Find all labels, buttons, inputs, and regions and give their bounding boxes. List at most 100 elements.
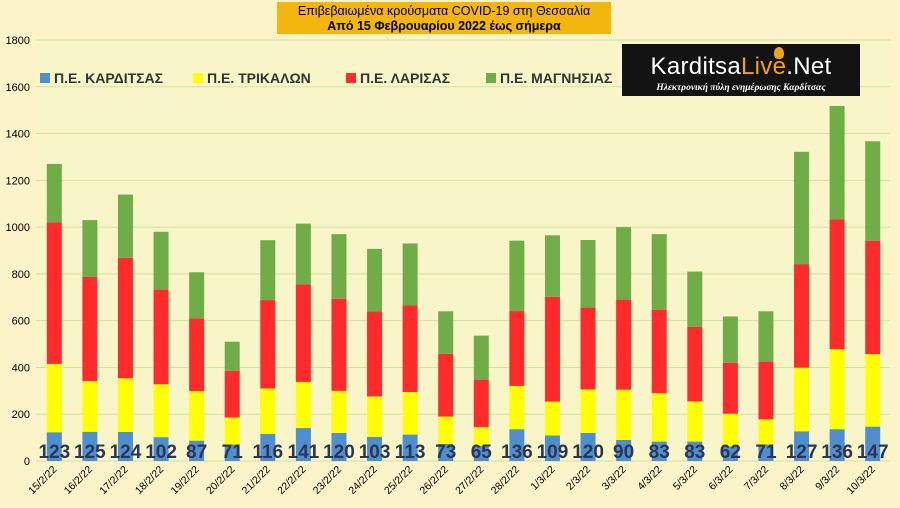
y-tick-label: 1800 [6,35,30,47]
bar-segment [46,363,62,433]
legend-label: Π.Ε. ΛΑΡΙΣΑΣ [360,70,450,86]
bar-segment [117,378,133,432]
data-label: 102 [145,442,177,463]
y-tick-label: 600 [12,316,30,328]
bar-segment [758,361,774,420]
bar-segment [153,231,169,290]
bar-segment [331,298,347,391]
bar-segment [794,264,810,368]
bar-segment [367,311,383,397]
bar-segment [865,426,881,461]
legend-swatch [486,73,496,83]
bar-segment [331,432,347,461]
bar-segment [758,419,774,445]
y-axis-ticks: 0 200 400 600 800 1000 1200 1400 1600 1800 [6,35,30,468]
bar-segment [117,257,133,379]
bar-segment [722,446,738,461]
bar-segment [367,436,383,461]
x-tick-label: 4/3/22 [635,464,664,493]
y-tick-label: 1200 [6,175,30,187]
bar-segment [580,307,596,390]
x-tick-label: 25/2/22 [382,464,415,497]
bar-segment [367,396,383,437]
bar-segment [829,219,845,350]
bar-segment [865,141,881,241]
chart-subtitle: Από 15 Φεβρουαρίου 2022 έως σήμερα [327,19,561,33]
bar-segment [295,381,311,429]
bar-segment [651,441,667,461]
data-label: 136 [501,442,533,463]
data-label: 65 [471,442,493,463]
bar-segment [651,393,667,442]
bar-segment [402,434,418,461]
bar-segment [794,367,810,432]
data-label: 71 [222,442,244,463]
bar-segment [687,326,703,402]
bar-segment [153,384,169,438]
data-label: 120 [572,442,604,463]
x-tick-label: 21/2/22 [240,464,273,497]
bar-segment [46,432,62,461]
bar-segment [722,362,738,414]
x-tick-label: 26/2/22 [418,464,451,497]
x-tick-label: 24/2/22 [346,464,379,497]
bar-segment [402,392,418,435]
x-tick-label: 5/3/22 [671,464,700,493]
bar-segment [82,220,98,277]
x-tick-label: 1/3/22 [528,464,557,493]
bar-segment [473,445,489,461]
data-labels: 123 125 124 102 87 71 116 141 120 103 113 73 65 136 10… [38,442,888,463]
x-tick-label: 19/2/22 [168,464,201,497]
bar-segment [758,444,774,461]
y-tick-label: 0 [24,456,30,468]
bar-segment [794,431,810,461]
bar-segment [722,413,738,447]
logo-brand: KarditsaLive.Net [650,53,832,80]
data-label: 127 [786,442,818,463]
bar-segment [758,311,774,362]
legend: Π.Ε. ΚΑΡΔΙΤΣΑΣ Π.Ε. ΤΡΙΚΑΛΩΝ Π.Ε. ΛΑΡΙΣΑΣ Π… [40,70,612,86]
y-tick-label: 1000 [6,222,30,234]
legend-swatch [346,73,356,83]
y-tick-label: 200 [12,409,30,421]
legend-label: Π.Ε. ΤΡΙΚΑΛΩΝ [207,70,311,86]
bar-segment [82,431,98,461]
bar-segment [794,151,810,265]
x-tick-label: 7/3/22 [742,464,771,493]
bar-segment [829,105,845,220]
x-tick-label: 27/2/22 [453,464,486,497]
x-tick-label: 18/2/22 [133,464,166,497]
bar-segment [46,163,62,223]
bars [46,105,881,461]
bar-segment [473,335,489,380]
bar-segment [402,243,418,306]
bar-segment [438,311,454,354]
x-axis-ticks: 15/2/22 16/2/22 17/2/22 18/2/22 19/2/22 20/2/… [26,464,878,497]
bar-segment [651,234,667,310]
data-label: 147 [857,442,889,463]
bar-segment [189,318,205,392]
x-tick-label: 10/3/22 [845,464,878,497]
bar-segment [509,429,525,461]
data-label: 116 [252,442,283,463]
bar-segment [473,427,489,446]
bar-segment [438,353,454,417]
bar-segment [189,272,205,319]
x-tick-label: 22/2/22 [275,464,308,497]
x-tick-label: 3/3/22 [600,464,629,493]
data-label: 125 [74,442,106,463]
bar-segment [295,223,311,285]
y-tick-label: 400 [12,362,30,374]
chart-title-box: Επιβεβαιωμένα κρούσματα COVID-19 στη Θεσ… [277,2,611,34]
bar-segment [438,443,454,461]
bar-segment [224,444,240,461]
x-tick-label: 9/3/22 [813,464,842,493]
x-tick-label: 28/2/22 [489,464,522,497]
y-tick-label: 1600 [6,82,30,94]
bar-segment [544,435,560,461]
bar-segment [580,239,596,308]
bar-segment [616,299,632,390]
data-label: 109 [537,442,569,463]
bar-segment [82,276,98,382]
